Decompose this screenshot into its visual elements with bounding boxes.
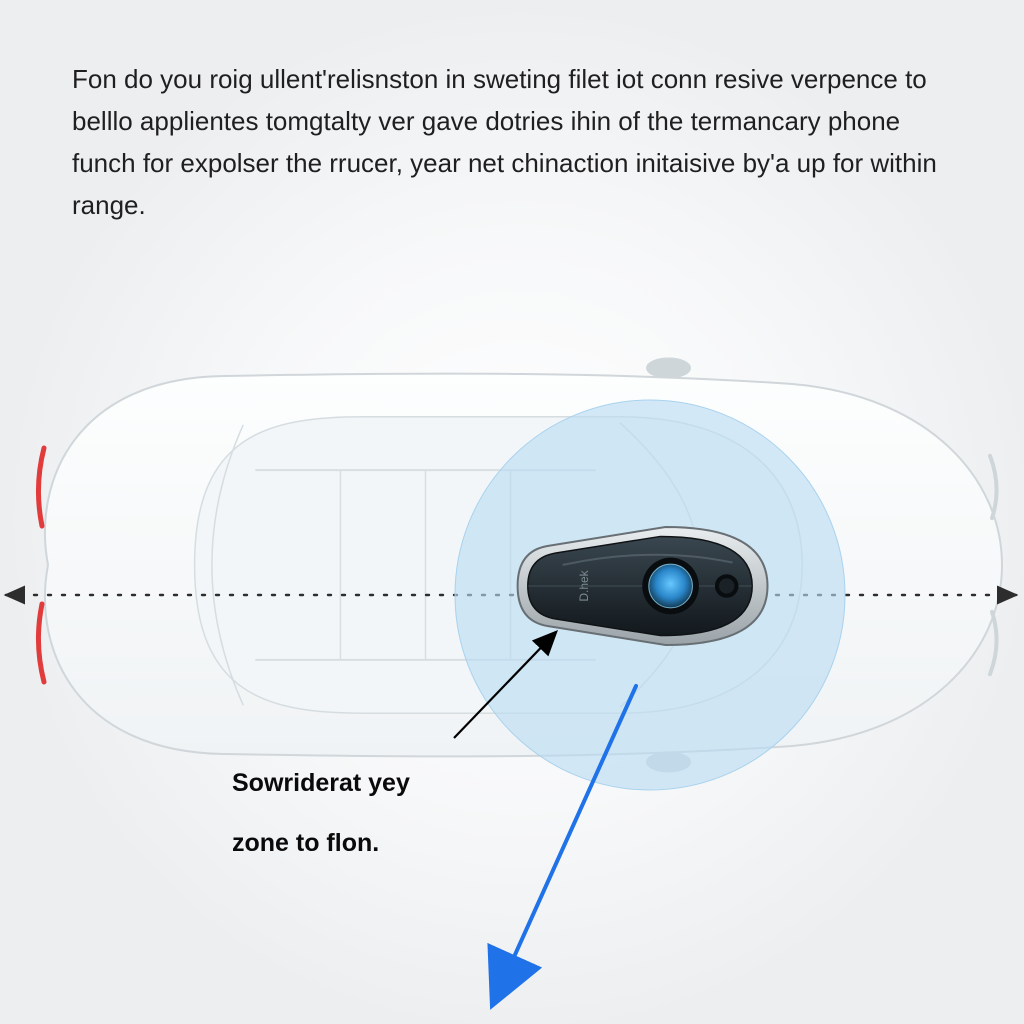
callout-line-2: zone to flon. — [232, 829, 379, 857]
diagram-canvas: D.hek Fon do you roig ullent'relisnston … — [0, 0, 1024, 1024]
callout-line-1: Sowriderat yey — [232, 769, 410, 797]
zone-callout-label: Sowriderat yey zone to flon. — [232, 738, 410, 858]
intro-paragraph: Fon do you roig ullent'relisnston in swe… — [72, 58, 942, 226]
